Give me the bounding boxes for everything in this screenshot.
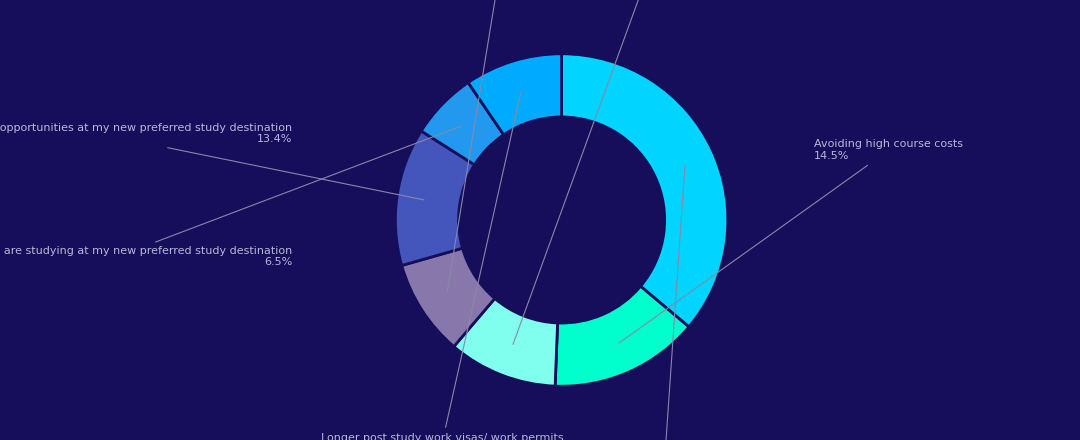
Wedge shape xyxy=(454,298,557,386)
Wedge shape xyxy=(402,248,495,347)
Text: Avoiding high course costs
14.5%: Avoiding high course costs 14.5% xyxy=(619,139,963,343)
Text: Lower cost of living at new destination 9.36%: Lower cost of living at new destination … xyxy=(372,0,625,291)
Text: Better migration opportunities at my new preferred study destination
13.4%: Better migration opportunities at my new… xyxy=(0,123,424,200)
Text: Longer post study work visas/ work permits
9.5%: Longer post study work visas/ work permi… xyxy=(321,92,564,440)
Text: My friends are studying at my new preferred study destination
6.5%: My friends are studying at my new prefer… xyxy=(0,126,461,268)
Wedge shape xyxy=(555,286,689,386)
Wedge shape xyxy=(468,54,562,135)
Wedge shape xyxy=(395,131,474,265)
Text: Better job opportunities at my new preferred study destination
36.1%: Better job opportunities at my new prefe… xyxy=(489,165,840,440)
Wedge shape xyxy=(421,83,503,165)
Text: Concerns re slow visa processing
10.6%: Concerns re slow visa processing 10.6% xyxy=(513,0,740,345)
Wedge shape xyxy=(562,54,728,327)
